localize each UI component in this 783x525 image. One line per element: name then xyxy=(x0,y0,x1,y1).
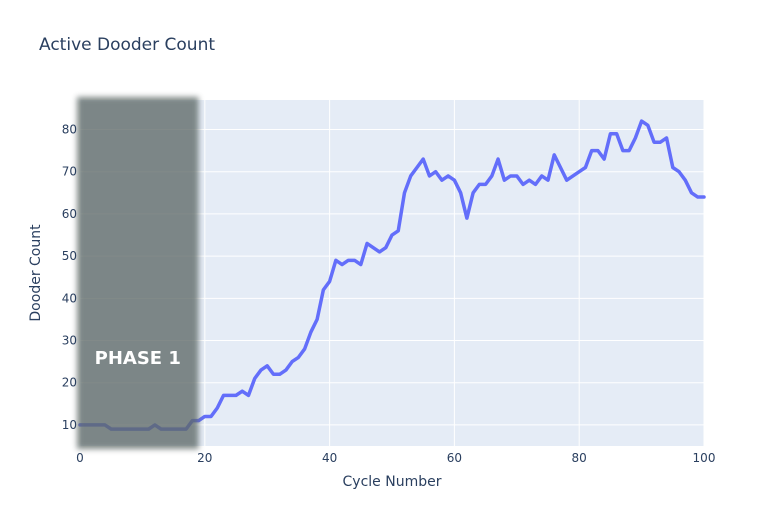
x-tick-label: 20 xyxy=(197,451,212,465)
y-tick-label: 10 xyxy=(62,418,77,432)
y-tick-label: 80 xyxy=(62,123,77,137)
x-tick-label: 40 xyxy=(322,451,337,465)
chart-title: Active Dooder Count xyxy=(39,35,215,55)
y-tick-label: 60 xyxy=(62,207,77,221)
phase-label: PHASE 1 xyxy=(95,348,181,369)
x-tick-label: 80 xyxy=(572,451,587,465)
y-tick-label: 70 xyxy=(62,165,77,179)
y-tick-label: 40 xyxy=(62,291,77,305)
axis-ticks: 0 20 40 60 80 100 10 20 30 40 50 60 70 80 xyxy=(62,123,716,465)
y-axis-title: Dooder Count xyxy=(28,224,44,322)
y-tick-label: 50 xyxy=(62,249,77,263)
x-tick-label: 100 xyxy=(693,451,716,465)
x-tick-label: 0 xyxy=(76,451,84,465)
phase-shade xyxy=(77,97,199,449)
x-axis-title: Cycle Number xyxy=(343,474,442,490)
y-tick-label: 30 xyxy=(62,334,77,348)
x-tick-label: 60 xyxy=(447,451,462,465)
phase-region: PHASE 1 xyxy=(77,97,199,449)
y-tick-label: 20 xyxy=(62,376,77,390)
